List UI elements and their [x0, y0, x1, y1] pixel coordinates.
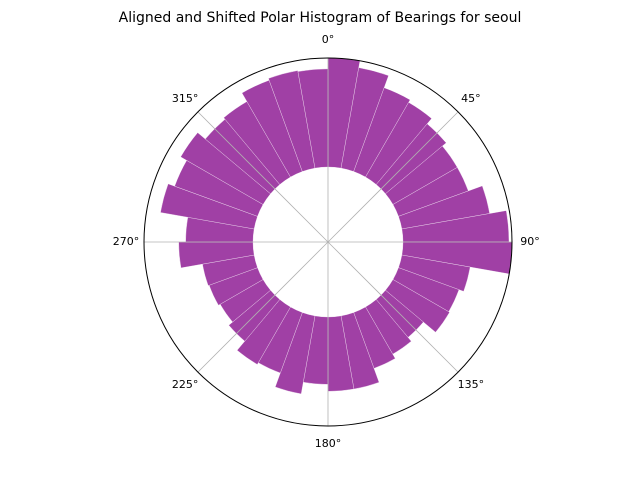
bar	[340, 67, 389, 172]
x-tick-label: 0°	[322, 33, 335, 46]
bar	[398, 254, 471, 292]
grid-line	[327, 241, 459, 373]
x-tick-label: 135°	[458, 378, 485, 391]
bar	[385, 279, 450, 333]
grid-line	[197, 111, 329, 243]
x-tick-label: 90°	[520, 235, 540, 248]
x-tick-label: 270°	[113, 235, 140, 248]
chart-title: Aligned and Shifted Polar Histogram of B…	[119, 10, 522, 26]
bar	[236, 299, 291, 365]
x-tick-label: 225°	[172, 378, 199, 391]
x-tick-label: 45°	[461, 92, 481, 105]
grid-line	[327, 111, 459, 243]
polar-frame	[143, 57, 513, 427]
x-tick-label: 315°	[172, 92, 199, 105]
x-tick-label: 180°	[315, 437, 342, 450]
bar	[268, 70, 316, 172]
bar	[365, 102, 432, 185]
bar	[180, 132, 271, 205]
bar	[275, 312, 316, 395]
bar	[353, 87, 411, 178]
bar	[160, 183, 258, 230]
grid-line	[197, 241, 329, 373]
